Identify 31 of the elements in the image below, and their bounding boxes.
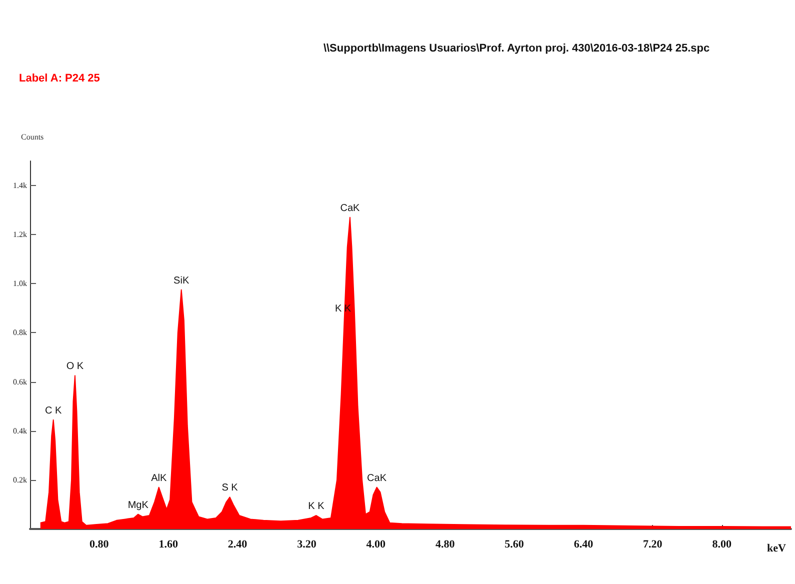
y-tick-label: 1.4k — [13, 181, 27, 190]
annotation: K K — [334, 304, 352, 315]
x-tick-label: 4.00 — [366, 538, 386, 550]
y-tick-label: 1.0k — [13, 279, 27, 288]
x-tick-label: 1.60 — [158, 538, 178, 550]
y-tick-label: 0.6k — [13, 377, 27, 386]
x-tick-label: 7.20 — [643, 538, 663, 550]
annotation: AlK — [151, 472, 167, 484]
x-tick-label: 4.80 — [435, 538, 456, 550]
y-tick-label: 0.8k — [13, 328, 27, 338]
chart-title: \\Supportb\Imagens Usuarios\Prof. Ayrton proj. 430\2016-03-18\P24 25.spc — [323, 42, 710, 54]
x-tick-label: 8.00 — [712, 538, 732, 550]
annotation: SiK — [174, 275, 190, 286]
annotation: CaK — [340, 202, 360, 214]
x-tick-label: 3.20 — [297, 538, 317, 550]
annotation: CaK — [367, 472, 387, 484]
x-tick-label: 6.40 — [574, 538, 594, 550]
y-tick-label: 1.2k — [13, 230, 27, 240]
y-tick-label: 0.2k — [13, 475, 27, 484]
annotation: O K — [66, 361, 84, 372]
x-axis-title: keV — [767, 542, 786, 554]
annotation: C K — [45, 405, 62, 416]
x-tick-label: 5.60 — [504, 538, 524, 550]
annotation: MgK — [128, 500, 149, 511]
y-axis-title: Counts — [21, 132, 44, 142]
annotation: S K — [222, 482, 238, 494]
y-tick-label: 0.4k — [13, 426, 27, 436]
x-tick-label: 0.80 — [90, 538, 110, 550]
annotation: K K — [308, 501, 325, 512]
x-tick-label: 2.40 — [228, 538, 248, 550]
chart-subtitle: Label A: P24 25 — [19, 72, 100, 84]
